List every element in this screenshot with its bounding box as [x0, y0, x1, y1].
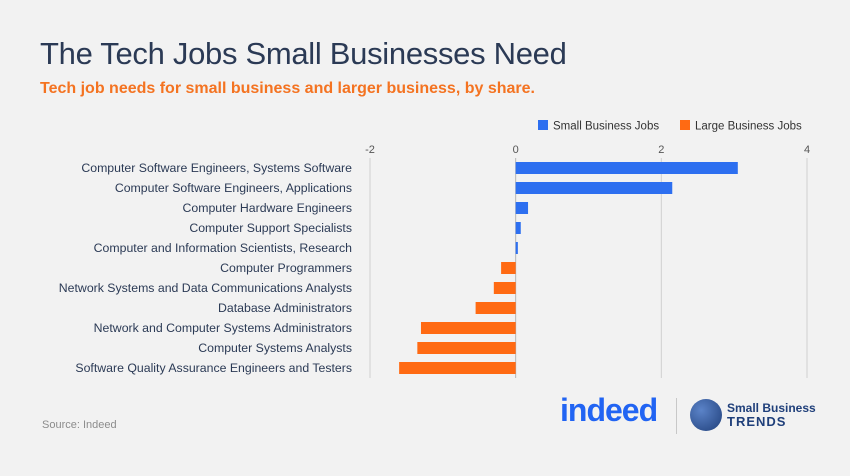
category-label: Database Administrators: [218, 301, 352, 315]
x-tick-label: 0: [513, 144, 519, 156]
bar: [515, 222, 521, 234]
bar: [417, 342, 516, 354]
category-label: Computer Hardware Engineers: [182, 201, 352, 215]
category-label: Computer Support Specialists: [189, 221, 352, 235]
small-business-trends-logo: Small Business TRENDS: [727, 401, 816, 429]
x-tick-label: -2: [365, 144, 375, 156]
logo-divider: [676, 398, 677, 434]
indeed-logo: indeed: [560, 392, 658, 428]
sbt-logo-line1: Small Business: [727, 401, 816, 415]
x-tick-label: 4: [804, 144, 810, 156]
bar: [515, 162, 738, 174]
bar-chart: -2 0 2 4 Small Business Jobs Large Business J…: [59, 120, 810, 378]
bar: [501, 262, 516, 274]
category-label: Computer Systems Analysts: [198, 341, 352, 355]
sbt-logo-line2: TRENDS: [727, 414, 787, 429]
bar: [399, 362, 516, 374]
bar: [420, 322, 516, 334]
chart-title: The Tech Jobs Small Businesses Need: [40, 36, 567, 71]
x-tick-label: 2: [658, 144, 664, 156]
bar: [475, 302, 516, 314]
legend-swatch: [680, 120, 690, 130]
bar: [515, 242, 518, 254]
source-note: Source: Indeed: [42, 419, 117, 431]
bar: [515, 182, 673, 194]
chart-subtitle: Tech job needs for small business and la…: [40, 80, 535, 97]
category-label: Computer Programmers: [220, 261, 352, 275]
small-business-trends-globe-icon: [690, 399, 722, 431]
category-label: Network Systems and Data Communications …: [59, 281, 352, 295]
legend-label: Small Business Jobs: [553, 121, 659, 133]
category-label: Computer and Information Scientists, Res…: [94, 241, 353, 255]
legend-swatch: [538, 120, 548, 130]
legend-label: Large Business Jobs: [695, 121, 802, 133]
category-label: Computer Software Engineers, Systems Sof…: [81, 161, 352, 175]
category-label: Computer Software Engineers, Application…: [115, 181, 352, 195]
bar: [493, 282, 516, 294]
category-label: Software Quality Assurance Engineers and…: [75, 361, 352, 375]
category-label: Network and Computer Systems Administrat…: [94, 321, 352, 335]
bar: [515, 202, 529, 214]
